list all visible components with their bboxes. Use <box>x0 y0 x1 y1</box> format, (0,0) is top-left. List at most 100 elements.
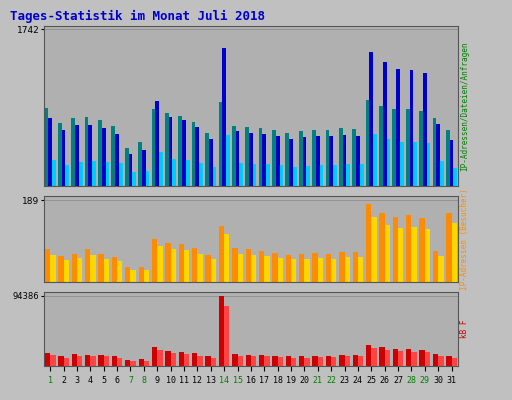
Bar <box>396 69 400 186</box>
Bar <box>90 356 96 366</box>
Bar <box>169 117 173 186</box>
Bar <box>286 356 291 366</box>
Bar <box>179 244 184 282</box>
Bar <box>379 106 383 186</box>
Bar <box>305 258 310 282</box>
Bar <box>371 348 377 366</box>
Bar <box>438 356 443 366</box>
Bar <box>45 250 50 282</box>
Bar <box>92 161 96 186</box>
Bar <box>192 122 196 186</box>
Bar <box>262 134 266 186</box>
Bar <box>238 254 243 282</box>
Bar <box>85 250 90 282</box>
Bar <box>173 159 176 186</box>
Bar <box>406 110 410 186</box>
Bar <box>383 62 387 186</box>
Bar <box>165 351 170 366</box>
Bar <box>184 250 189 282</box>
Bar <box>353 252 358 282</box>
Bar <box>266 164 270 186</box>
Bar <box>398 228 403 282</box>
Bar <box>72 254 77 282</box>
Bar <box>331 357 336 366</box>
Bar <box>356 136 360 186</box>
Bar <box>423 74 426 186</box>
Bar <box>146 171 150 186</box>
Bar <box>436 124 440 186</box>
Bar <box>272 252 278 282</box>
Bar <box>280 165 283 186</box>
Bar <box>224 234 229 282</box>
Bar <box>345 257 350 282</box>
Bar <box>345 356 350 366</box>
Bar <box>319 165 324 186</box>
Bar <box>115 134 119 186</box>
Bar <box>58 123 62 186</box>
Bar <box>219 296 224 366</box>
Bar <box>393 349 398 366</box>
Bar <box>246 355 251 366</box>
Bar <box>182 120 186 186</box>
Bar <box>63 358 69 366</box>
Bar <box>333 165 337 186</box>
Bar <box>131 270 136 282</box>
Bar <box>329 136 333 186</box>
Bar <box>170 250 176 282</box>
Bar <box>285 133 289 186</box>
Bar <box>139 359 144 366</box>
Bar <box>366 204 371 282</box>
Bar <box>291 358 296 366</box>
Bar <box>433 354 438 366</box>
Bar <box>50 255 56 282</box>
Bar <box>398 351 403 366</box>
Bar <box>413 142 417 186</box>
Bar <box>419 350 425 366</box>
Bar <box>259 128 262 186</box>
Bar <box>318 357 323 366</box>
Bar <box>58 356 63 366</box>
Bar <box>278 258 283 282</box>
Bar <box>104 258 109 282</box>
Bar <box>299 254 305 282</box>
Bar <box>232 126 236 186</box>
Text: kB F: kB F <box>460 320 470 338</box>
Bar <box>339 252 345 282</box>
Bar <box>75 125 79 186</box>
Bar <box>306 166 310 186</box>
Bar <box>339 128 343 186</box>
Text: IP-Adressen (Besucher): IP-Adressen (Besucher) <box>460 188 470 290</box>
Bar <box>159 152 163 186</box>
Bar <box>226 135 230 186</box>
Bar <box>63 260 69 282</box>
Bar <box>251 356 256 366</box>
Bar <box>205 133 209 186</box>
Bar <box>366 345 371 366</box>
Bar <box>197 356 203 366</box>
Bar <box>291 260 296 282</box>
Bar <box>125 267 131 282</box>
Bar <box>102 128 105 186</box>
Bar <box>412 226 417 282</box>
Bar <box>112 126 115 186</box>
Bar <box>426 143 431 186</box>
Bar <box>222 48 226 186</box>
Bar <box>155 101 159 186</box>
Bar <box>433 118 436 186</box>
Bar <box>419 218 425 282</box>
Bar <box>232 354 238 366</box>
Bar <box>125 148 129 186</box>
Bar <box>112 356 117 366</box>
Bar <box>105 162 110 186</box>
Bar <box>379 347 385 366</box>
Bar <box>245 128 249 186</box>
Bar <box>205 255 211 282</box>
Bar <box>316 136 319 186</box>
Bar <box>170 353 176 366</box>
Bar <box>165 113 169 186</box>
Bar <box>251 255 256 282</box>
Bar <box>178 116 182 186</box>
Bar <box>117 358 122 366</box>
Bar <box>48 118 52 186</box>
Text: Tages-Statistik im Monat Juli 2018: Tages-Statistik im Monat Juli 2018 <box>10 10 265 23</box>
